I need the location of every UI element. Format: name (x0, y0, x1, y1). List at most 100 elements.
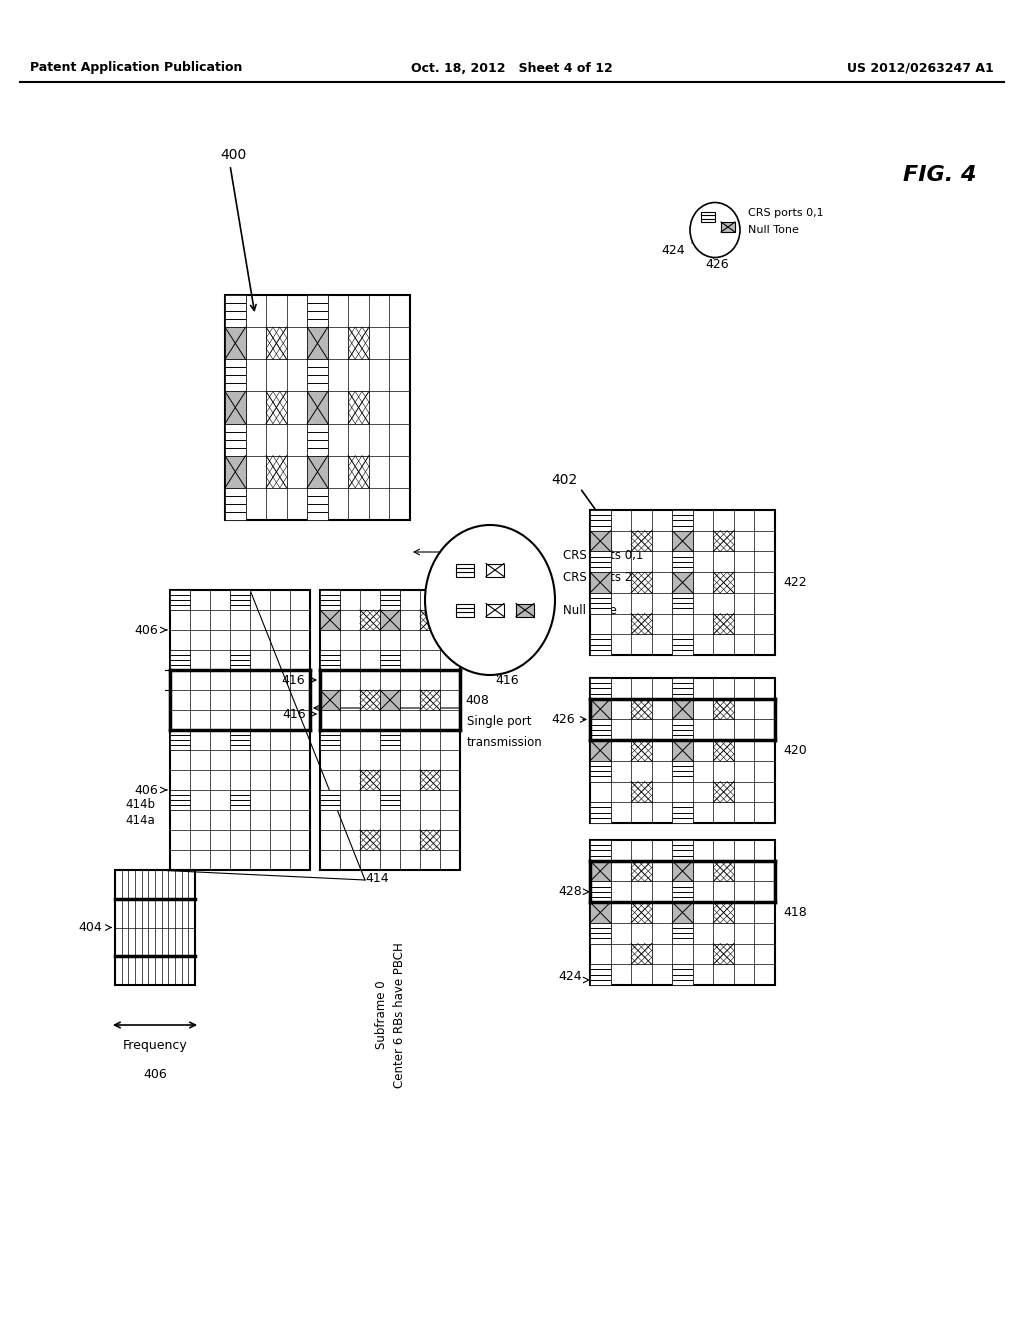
Bar (714, 861, 734, 882)
Bar (307, 488, 328, 520)
Text: Null Tone: Null Tone (748, 224, 799, 235)
Text: Patent Application Publication: Patent Application Publication (30, 62, 243, 74)
Text: 420: 420 (783, 744, 807, 756)
Text: FIG. 4: FIG. 4 (903, 165, 977, 185)
Bar (319, 730, 340, 750)
Bar (714, 781, 734, 803)
Bar (672, 760, 693, 781)
Bar (631, 902, 651, 923)
Text: 416: 416 (283, 708, 306, 721)
Bar (348, 455, 369, 488)
Bar (319, 610, 340, 630)
Bar (631, 861, 651, 882)
Text: 414b: 414b (125, 799, 155, 812)
Bar (360, 830, 380, 850)
Bar (420, 690, 440, 710)
Bar (230, 730, 250, 750)
Bar (307, 327, 328, 359)
Bar (170, 789, 190, 810)
Bar (266, 455, 287, 488)
Bar (631, 781, 651, 803)
Text: 426: 426 (551, 713, 575, 726)
Text: 428: 428 (558, 886, 582, 899)
Bar (714, 614, 734, 635)
Bar (714, 741, 734, 760)
Bar (590, 593, 610, 614)
Bar (225, 294, 246, 327)
Bar (590, 741, 610, 760)
Bar (319, 649, 340, 671)
Text: SFBC: SFBC (465, 644, 496, 656)
Bar (319, 590, 340, 610)
Bar (672, 840, 693, 861)
Bar (590, 803, 610, 822)
Bar (319, 690, 340, 710)
Text: 414: 414 (365, 871, 389, 884)
Bar (631, 944, 651, 965)
Bar (590, 965, 610, 985)
Bar (360, 610, 380, 630)
Bar (590, 861, 610, 882)
Text: 424: 424 (558, 970, 582, 983)
Text: CRS ports 2,3: CRS ports 2,3 (563, 572, 643, 585)
Bar (307, 359, 328, 392)
Bar (631, 572, 651, 593)
Bar (380, 649, 400, 671)
Text: 424: 424 (662, 243, 685, 256)
Bar (319, 789, 340, 810)
Bar (115, 870, 195, 985)
Text: 408: 408 (465, 693, 488, 706)
Bar (672, 531, 693, 552)
Text: 406: 406 (143, 1068, 167, 1081)
Bar (380, 590, 400, 610)
Bar (380, 730, 400, 750)
Bar (266, 392, 287, 424)
Bar (516, 603, 534, 616)
Bar (380, 789, 400, 810)
Bar (590, 840, 610, 861)
Bar (672, 741, 693, 760)
Text: Null Tone: Null Tone (563, 603, 616, 616)
Text: 410: 410 (458, 626, 481, 639)
Bar (631, 698, 651, 719)
Bar (590, 531, 610, 552)
Bar (456, 564, 474, 577)
Bar (170, 590, 310, 870)
Bar (225, 488, 246, 520)
Text: 416: 416 (495, 673, 518, 686)
Bar (486, 603, 504, 616)
Bar (360, 690, 380, 710)
Bar (225, 424, 246, 455)
Text: Center 6 RBs have PBCH: Center 6 RBs have PBCH (393, 942, 406, 1088)
Bar (672, 719, 693, 741)
Bar (380, 690, 400, 710)
Bar (672, 902, 693, 923)
Bar (170, 649, 190, 671)
Bar (307, 455, 328, 488)
Bar (230, 590, 250, 610)
Bar (486, 564, 504, 577)
Text: 418: 418 (783, 906, 807, 919)
Text: Frequency: Frequency (123, 1039, 187, 1052)
Bar (348, 392, 369, 424)
Bar (319, 590, 460, 870)
Bar (590, 719, 610, 741)
Bar (590, 902, 610, 923)
Text: 412: 412 (470, 536, 494, 549)
Bar (590, 635, 610, 655)
Bar (672, 635, 693, 655)
Text: 426: 426 (705, 259, 729, 272)
Bar (672, 803, 693, 822)
Bar (590, 840, 775, 985)
Bar (590, 678, 610, 698)
Text: US 2012/0263247 A1: US 2012/0263247 A1 (847, 62, 994, 74)
Text: CRS ports 0,1: CRS ports 0,1 (563, 549, 643, 561)
Bar (307, 392, 328, 424)
Text: 404: 404 (78, 921, 102, 935)
Bar (590, 552, 610, 572)
Bar (420, 830, 440, 850)
Bar (672, 510, 693, 531)
Text: Single port: Single port (467, 715, 531, 729)
Bar (590, 698, 610, 719)
Bar (590, 678, 775, 822)
